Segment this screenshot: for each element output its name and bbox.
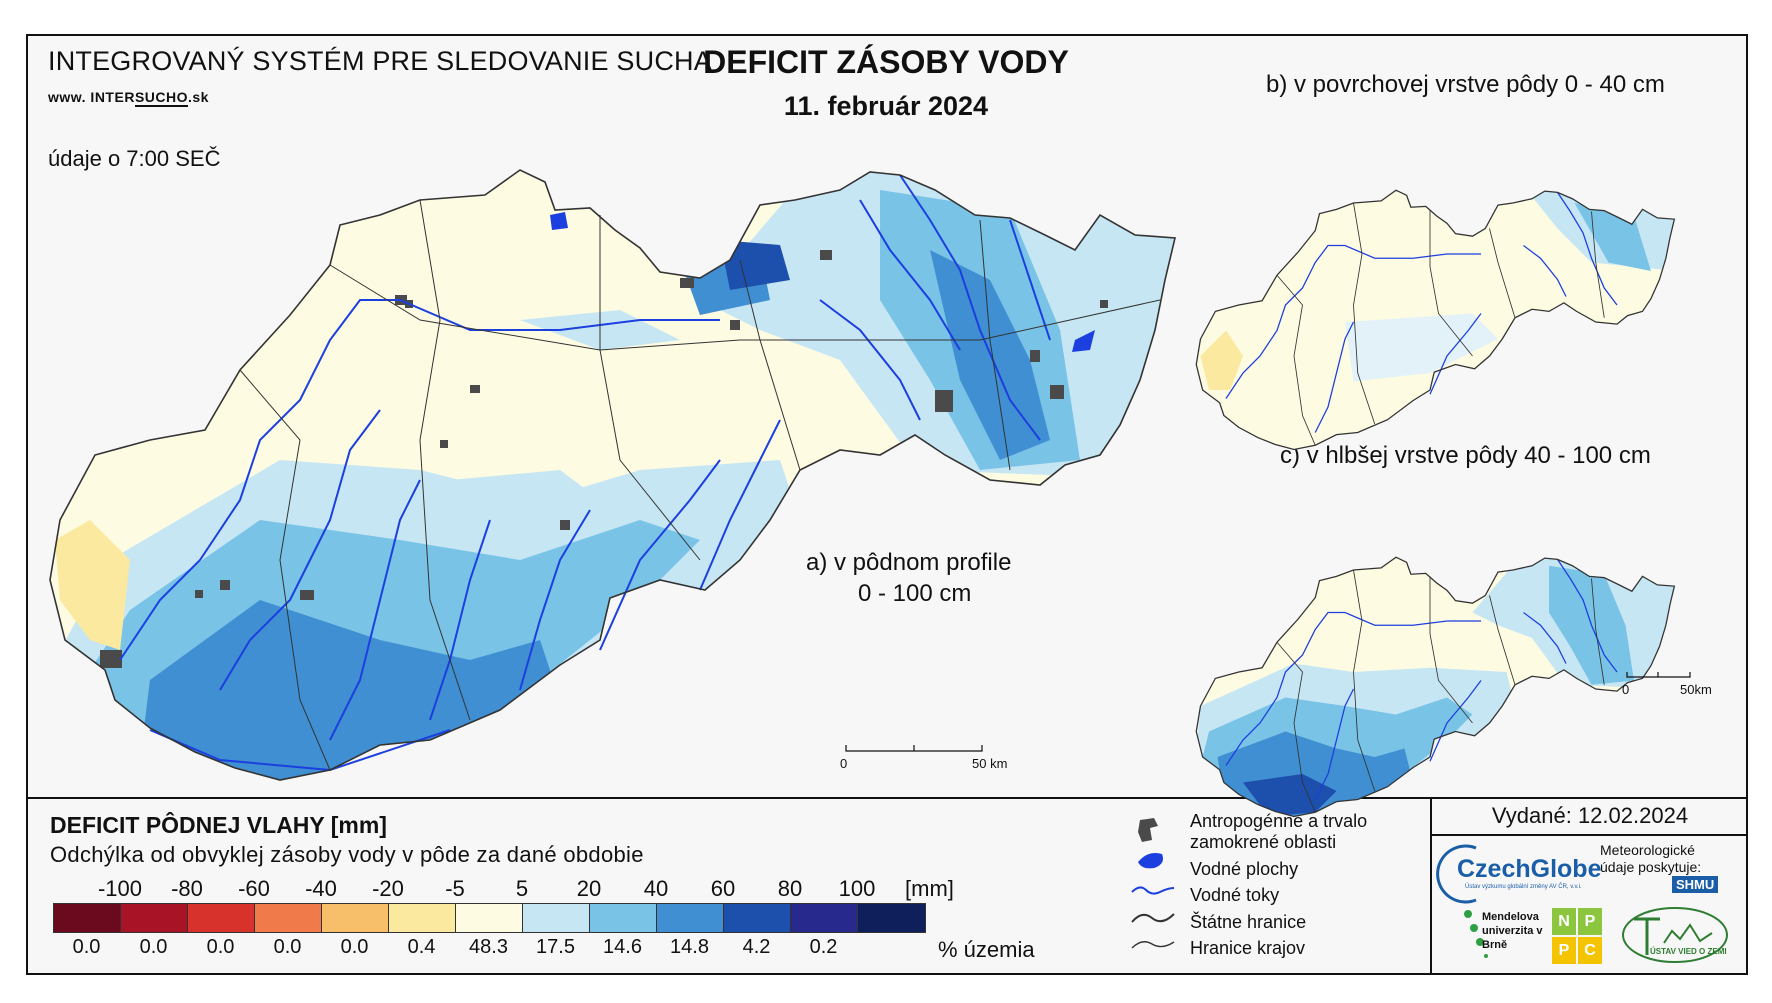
legend-swatch — [858, 904, 925, 932]
legend-boundary: 40 — [643, 876, 669, 901]
czechglobe-logo — [1436, 844, 1477, 904]
region-border-icon — [1131, 941, 1175, 949]
legend-swatch — [255, 904, 322, 932]
key-streams: Vodné toky — [1190, 885, 1280, 905]
uvz-name: ÚSTAV VIED O ZEMI — [1650, 947, 1727, 956]
met-provider-text: Meteorologické údaje poskytuje: — [1600, 842, 1702, 875]
mendel-university: Mendelova univerzita v Brně — [1482, 911, 1543, 951]
legend-percent: 4.2 — [742, 936, 771, 958]
legend-swatch — [121, 904, 188, 932]
time-note: údaje o 7:00 SEČ — [48, 146, 221, 171]
legend-percent: 0.0 — [206, 936, 235, 958]
anthropogenic-icon — [1138, 818, 1158, 842]
legend-percent: 0.0 — [72, 936, 101, 958]
legend-swatch — [389, 904, 456, 932]
legend-swatch — [791, 904, 858, 932]
small-scale-zero: 0 — [1622, 682, 1630, 697]
map-slovakia-40-100cm — [1195, 556, 1676, 818]
legend-title: DEFICIT PÔDNEJ VLAHY [mm] — [50, 812, 387, 838]
legend-swatch — [322, 904, 389, 932]
website-link[interactable]: www. INTERSUCHO.sk — [48, 89, 209, 107]
legend-boundary: -100 — [97, 876, 143, 901]
key-water-bodies: Vodné plochy — [1190, 859, 1299, 879]
credits-divider — [1430, 797, 1432, 975]
legend-boundary: 60 — [710, 876, 736, 901]
main-scale-bar — [845, 745, 983, 752]
legend-swatch — [657, 904, 724, 932]
legend-boundary: 20 — [576, 876, 602, 901]
legend-swatch — [456, 904, 523, 932]
legend-percent: 14.6 — [603, 936, 642, 958]
legend-percent: 0.0 — [340, 936, 369, 958]
map-slovakia-0-100cm — [50, 160, 1180, 800]
system-title: INTEGROVANÝ SYSTÉM PRE SLEDOVANIE SUCHA — [48, 46, 712, 76]
key-region-borders: Hranice krajov — [1190, 938, 1306, 958]
issued-divider — [1430, 834, 1748, 836]
legend-percent: 48.3 — [469, 936, 508, 958]
main-scale-end: 50 km — [972, 756, 1008, 771]
water-body-icon — [1138, 853, 1163, 869]
legend-divider — [26, 797, 1748, 799]
nppc-c: C — [1578, 937, 1602, 964]
nppc-n: N — [1552, 908, 1576, 935]
key-symbols — [1131, 818, 1175, 949]
website-suffix: .sk — [188, 89, 209, 105]
nppc-p2: P — [1552, 937, 1576, 964]
czechglobe-subtitle: Ústav výzkumu globální změny AV ČR, v.v.… — [1465, 884, 1582, 890]
legend-boundary: 80 — [777, 876, 803, 901]
key-anthropogenic-1: Antropogénne a trvalo — [1190, 811, 1368, 831]
mendel-logo-dots — [1464, 910, 1488, 958]
legend-boundary: -20 — [372, 876, 404, 901]
legend-swatch — [54, 904, 121, 932]
map-date: 11. február 2024 — [783, 91, 989, 121]
panel-b-label: b) v povrchovej vrstve pôdy 0 - 40 cm — [1266, 71, 1665, 98]
legend-unit: [mm] — [905, 876, 954, 901]
map-slovakia-0-40cm — [1195, 189, 1676, 451]
legend-percent: 0.0 — [273, 936, 302, 958]
stream-icon — [1131, 886, 1175, 895]
panel-c-label: c) v hlbšej vrstve pôdy 40 - 100 cm — [1280, 442, 1651, 469]
key-anthropogenic-2: zamokrené oblasti — [1190, 832, 1337, 852]
legend-boundary: -5 — [445, 876, 465, 901]
nppc-logo: N P P C — [1552, 908, 1602, 964]
panel-a-depth: 0 - 100 cm — [858, 580, 972, 607]
legend-boundary: -80 — [171, 876, 203, 901]
issued-date: Vydané: 12.02.2024 — [1491, 803, 1689, 828]
website-prefix: www. INTER — [48, 89, 135, 105]
legend-swatch — [590, 904, 657, 932]
map-title: DEFICIT ZÁSOBY VODY — [703, 44, 1069, 80]
legend-boundary: 5 — [515, 876, 529, 901]
panel-a-label: a) v pôdnom profile — [806, 549, 1012, 576]
legend-boundary: 100 — [838, 876, 876, 901]
small-scale-bar — [1626, 672, 1691, 678]
legend-swatch — [188, 904, 255, 932]
legend-percent: 0.4 — [407, 936, 436, 958]
state-border-icon — [1131, 913, 1175, 923]
website-highlight: SUCHO — [134, 89, 188, 107]
legend-swatch — [523, 904, 590, 932]
legend-boundary: -60 — [238, 876, 270, 901]
uvz-logo — [1622, 907, 1728, 963]
legend-percent: 0.0 — [139, 936, 168, 958]
main-scale-zero: 0 — [840, 756, 848, 771]
legend-swatches — [53, 903, 926, 933]
legend-percent: 14.8 — [670, 936, 709, 958]
legend-subtitle: Odchýlka od obvyklej zásoby vody v pôde … — [50, 842, 644, 867]
nppc-p1: P — [1578, 908, 1602, 935]
small-scale-end: 50km — [1680, 682, 1712, 697]
legend-percent: 17.5 — [536, 936, 575, 958]
czechglobe-name: CzechGlobe — [1457, 855, 1602, 883]
legend-percent: 0.2 — [809, 936, 838, 958]
legend-swatch — [724, 904, 791, 932]
legend-percent-unit: % územia — [938, 937, 1035, 962]
legend-boundary: -40 — [305, 876, 337, 901]
key-state-borders: Štátne hranice — [1190, 912, 1307, 932]
shmu-logo: SHMU — [1672, 876, 1719, 893]
